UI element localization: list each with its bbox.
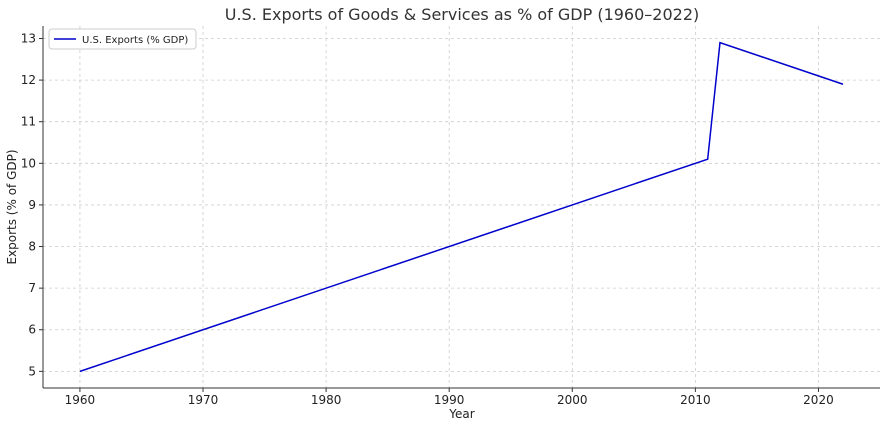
y-tick-label: 7 [28,281,36,295]
legend-label: U.S. Exports (% GDP) [82,35,188,46]
x-tick-label: 1970 [188,393,219,407]
axes [42,26,880,389]
x-tick-label: 2010 [680,393,711,407]
series-line [79,41,844,373]
grid [43,26,880,388]
y-tick-label: 12 [21,73,36,87]
y-axis-label: Exports (% of GDP) [5,149,19,264]
chart-title: U.S. Exports of Goods & Services as % of… [225,5,700,24]
x-tick-label: 1990 [434,393,465,407]
series-group [79,41,844,373]
y-tick-label: 10 [21,156,36,170]
legend: U.S. Exports (% GDP) [48,28,197,50]
y-tick-label: 5 [28,364,36,378]
x-tick-label: 1980 [311,393,342,407]
y-tick-label: 8 [28,240,36,254]
x-tick-label: 2020 [803,393,834,407]
ticks: 1960 1970 1980 1990 2000 2010 2020 5 6 7 8 9 10 11 12 1… [21,31,834,407]
y-tick-label: 6 [28,323,36,337]
legend-box [48,28,197,50]
y-tick-label: 13 [21,31,36,45]
y-tick-label: 9 [28,198,36,212]
x-axis-label: Year [448,407,474,421]
x-tick-label: 1960 [65,393,96,407]
x-tick-label: 2000 [557,393,588,407]
y-tick-label: 11 [21,115,36,129]
